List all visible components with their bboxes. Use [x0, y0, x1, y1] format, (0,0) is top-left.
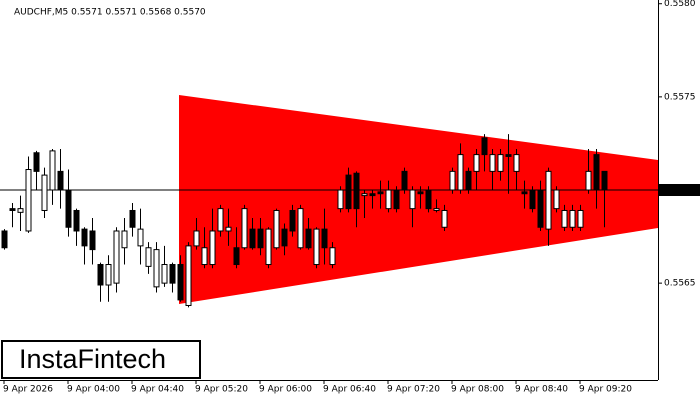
candle-body — [601, 170, 608, 191]
candle-body — [97, 264, 104, 286]
x-tick-label: 9 Apr 04:00 — [67, 385, 120, 395]
x-tick-label: 9 Apr 06:00 — [259, 385, 312, 395]
candle-body — [177, 264, 184, 301]
y-tick-label: 0.5565 — [664, 279, 696, 289]
candle-body — [497, 154, 504, 172]
candle-body — [129, 209, 136, 228]
candle-body — [457, 154, 464, 191]
logo-box — [1, 340, 201, 379]
candle-body — [329, 247, 336, 266]
x-tick-label: 9 Apr 09:20 — [579, 385, 632, 395]
candle-body — [145, 247, 152, 267]
candle-body — [81, 228, 88, 247]
candle-body — [393, 189, 400, 210]
candle-body — [577, 209, 584, 228]
candle-body — [593, 154, 600, 191]
candle-body — [529, 189, 536, 210]
candle-body — [369, 193, 376, 197]
candle-body — [473, 154, 480, 172]
candle-body — [57, 170, 64, 191]
candle-body — [161, 264, 168, 284]
candle-body — [505, 154, 512, 157]
candle-body — [489, 154, 496, 172]
candle-body — [233, 247, 240, 266]
candle-body — [185, 245, 192, 306]
y-tick-label: 0.5570 — [664, 186, 696, 196]
candle-body — [289, 209, 296, 232]
candle-body — [537, 189, 544, 228]
candle-body — [417, 191, 424, 195]
current-price-box — [659, 184, 700, 196]
candle-body — [33, 152, 40, 172]
candle-body — [521, 191, 528, 195]
candle-body — [193, 230, 200, 247]
candle-body — [409, 189, 416, 210]
candle-body — [553, 189, 560, 210]
candle-body — [209, 230, 216, 266]
candle-body — [441, 209, 448, 228]
candle-body — [73, 209, 80, 232]
candle-body — [137, 228, 144, 247]
x-tick-label: 9 Apr 05:20 — [195, 385, 248, 395]
candle-body — [105, 264, 112, 286]
candle-body — [345, 174, 352, 210]
candle-body — [9, 208, 16, 211]
candle-body — [265, 228, 272, 266]
candle-body — [41, 174, 48, 211]
candle-body — [25, 169, 32, 232]
candle-body — [297, 208, 304, 249]
candle-body — [169, 264, 176, 284]
candle-body — [217, 208, 224, 232]
candle-body — [225, 226, 232, 232]
x-tick-label: 9 Apr 04:40 — [131, 385, 184, 395]
candle-body — [65, 189, 72, 228]
candle-body — [17, 208, 24, 213]
candle-body — [49, 150, 56, 191]
x-tick-label: 9 Apr 08:40 — [515, 385, 568, 395]
x-tick-label: 9 Apr 08:00 — [451, 385, 504, 395]
candle-body — [545, 170, 552, 230]
candle-body — [281, 228, 288, 247]
candle-body — [257, 228, 264, 249]
x-tick-label: 9 Apr 2026 — [3, 385, 53, 395]
x-tick-label: 9 Apr 06:40 — [323, 385, 376, 395]
candle-body — [433, 208, 440, 211]
candle-body — [481, 137, 488, 156]
candle-body — [449, 170, 456, 191]
candle-body — [561, 209, 568, 228]
x-tick-label: 9 Apr 07:20 — [387, 385, 440, 395]
candle-body — [153, 249, 160, 288]
candle-body — [201, 247, 208, 266]
candle-body — [337, 189, 344, 210]
candle-body — [361, 193, 368, 197]
candle-body — [465, 170, 472, 191]
candle-body — [585, 170, 592, 191]
candle-body — [1, 230, 8, 249]
candle-body — [249, 228, 256, 249]
logo: InstaFintech — [19, 344, 166, 374]
candle-body — [385, 189, 392, 210]
candle-body — [569, 209, 576, 228]
candle-body — [425, 189, 432, 210]
candle-body — [321, 228, 328, 249]
candle-body — [353, 172, 360, 210]
candle-body — [313, 228, 320, 266]
chart-title: AUDCHF,M5 0.5571 0.5571 0.5568 0.5570 — [14, 8, 206, 18]
candle-body — [273, 209, 280, 249]
triangle-pattern — [179, 95, 658, 304]
candle-body — [241, 208, 248, 249]
candle-body — [89, 230, 96, 251]
candle-body — [513, 154, 520, 172]
candle-body — [113, 230, 120, 284]
candle-body — [401, 170, 408, 191]
candle-body — [121, 230, 128, 249]
candle-body — [377, 191, 384, 195]
candle-body — [305, 228, 312, 249]
y-tick-label: 0.5580 — [664, 0, 696, 9]
y-tick-label: 0.5575 — [664, 92, 696, 102]
